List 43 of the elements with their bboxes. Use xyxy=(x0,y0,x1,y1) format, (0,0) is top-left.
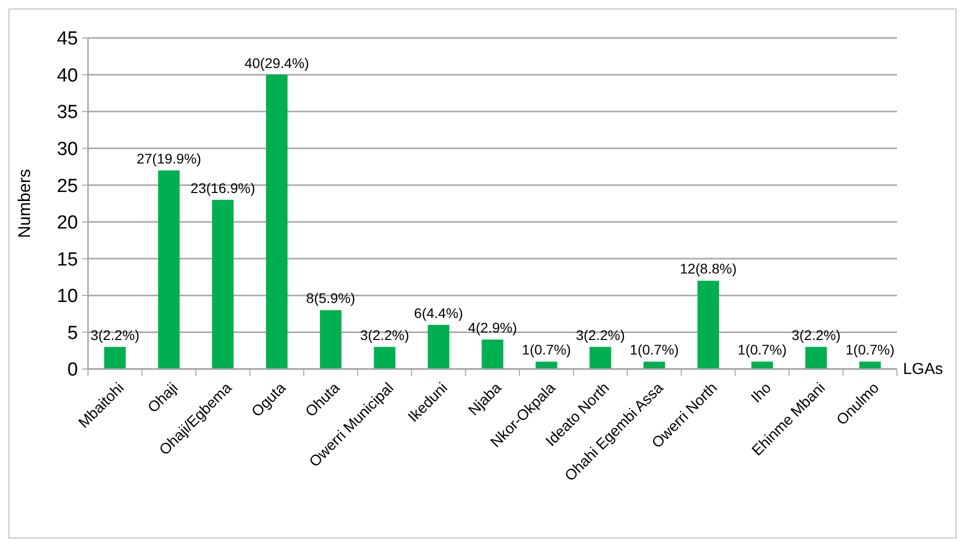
bar xyxy=(590,346,612,369)
bar xyxy=(644,362,666,369)
y-tick-label: 25 xyxy=(56,176,78,197)
bar xyxy=(859,362,881,369)
y-tick-label: 35 xyxy=(56,102,78,124)
bar xyxy=(805,346,827,369)
bar xyxy=(536,362,558,369)
data-label: 1(0.7%) xyxy=(846,342,895,358)
y-tick-label: 15 xyxy=(56,249,78,270)
data-label: 27(19.9%) xyxy=(136,150,202,166)
y-tick-label: 0 xyxy=(67,360,78,381)
data-label: 1(0.7%) xyxy=(738,342,787,358)
y-axis-title: Numbers xyxy=(15,169,34,238)
bar xyxy=(751,362,773,369)
data-label: 3(2.2%) xyxy=(360,326,410,343)
data-label: 3(2.2%) xyxy=(576,326,625,343)
bar xyxy=(428,324,450,369)
bar xyxy=(104,346,126,369)
data-label: 1(0.7%) xyxy=(522,342,571,358)
bar xyxy=(374,346,396,369)
data-label: 4(2.9%) xyxy=(468,320,518,336)
y-tick-label: 5 xyxy=(67,322,78,344)
data-label: 3(2.2%) xyxy=(792,326,841,343)
bar xyxy=(212,200,234,369)
data-label: 23(16.9%) xyxy=(190,180,256,196)
bar xyxy=(320,310,342,369)
bar xyxy=(697,280,720,369)
y-tick-label: 30 xyxy=(56,138,78,160)
data-label: 8(5.9%) xyxy=(306,290,356,306)
y-tick-label: 10 xyxy=(56,286,78,308)
y-tick-label: 20 xyxy=(56,212,78,234)
data-label: 3(2.2%) xyxy=(90,326,140,343)
y-tick-label: 45 xyxy=(56,28,78,50)
data-label: 1(0.7%) xyxy=(630,342,679,358)
x-axis-title: LGAs xyxy=(903,361,944,378)
data-label: 6(4.4%) xyxy=(414,304,464,321)
bar xyxy=(482,340,504,369)
data-label: 12(8.8%) xyxy=(680,260,737,277)
data-label: 40(29.4%) xyxy=(244,54,310,71)
x-tick-label: Iho xyxy=(748,380,775,406)
y-tick-label: 40 xyxy=(56,65,78,86)
bar xyxy=(266,74,288,369)
bar xyxy=(158,170,180,369)
